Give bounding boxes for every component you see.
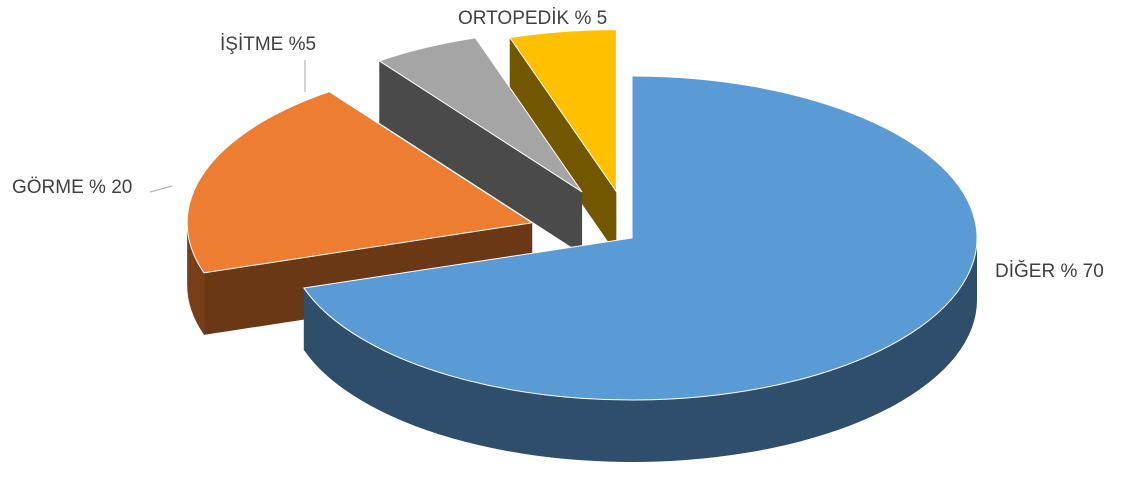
slice (186, 91, 534, 335)
leader-line (149, 185, 173, 193)
slice (378, 37, 583, 254)
data-label: İŞİTME %5 (220, 34, 316, 55)
data-label: GÖRME % 20 (12, 177, 132, 198)
slice-rim (187, 222, 205, 335)
slice-rim (303, 238, 978, 463)
slice (508, 29, 617, 254)
slice-side (509, 37, 617, 254)
data-label: ORTOPEDİK % 5 (458, 8, 607, 29)
data-label: DİĞER % 70 (995, 260, 1104, 282)
slice-top (378, 37, 583, 193)
slice-top (303, 75, 978, 401)
slice-top (186, 91, 534, 274)
slice-top (508, 29, 617, 194)
slice-side (379, 60, 583, 254)
slice (303, 75, 978, 463)
